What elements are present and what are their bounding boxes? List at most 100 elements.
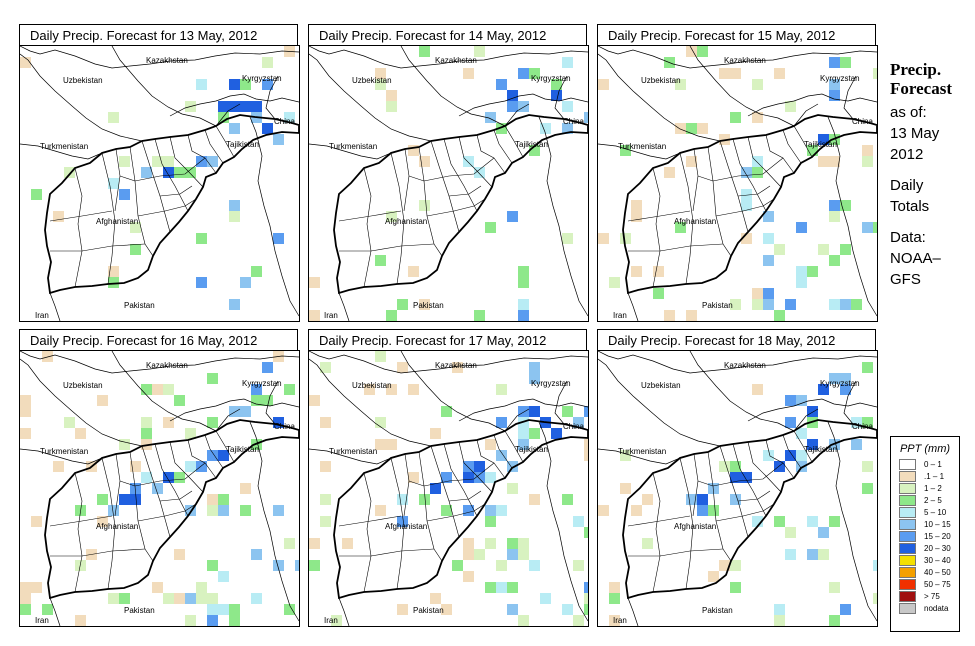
province-border [403,453,410,517]
precip-cell [196,277,207,288]
forecast-panel: Daily Precip. Forecast for 18 May, 2012 K… [597,329,878,637]
precip-cell [430,428,441,439]
precip-cell [386,310,397,321]
country-label: Uzbekistan [63,76,103,85]
precip-cell [196,461,207,472]
country-label: Tajikistan [515,445,548,454]
country-border [689,351,795,432]
precip-cell [785,299,796,310]
precip-cell [119,156,130,167]
precip-cell [829,255,840,266]
precip-cell [829,582,840,593]
legend-label: 2 – 5 [924,496,942,505]
precip-map: Kazakhstan Uzbekistan Kyrgyzstan China Turkm… [308,45,589,322]
precip-cell [441,604,452,615]
precip-cell [862,156,873,167]
precip-cell [774,461,785,472]
precip-cell [686,494,697,505]
country-label: Iran [35,311,49,320]
province-border [141,445,171,538]
precip-cell [185,593,196,604]
country-border [538,116,588,317]
country-border [827,421,877,622]
precip-cell [141,417,152,428]
precip-cell [518,406,529,417]
precip-cells [309,46,588,321]
province-border [187,439,217,479]
country-border [20,351,299,374]
legend-label: 1 – 2 [924,484,942,493]
country-label: Kazakhstan [435,361,477,370]
country-label: India [254,320,272,321]
legend-swatch [899,591,916,602]
country-label: Pakistan [413,606,444,615]
precip-cell [262,123,273,134]
precip-cell [97,395,108,406]
precip-cell [730,112,741,123]
legend-swatch [899,603,916,614]
precip-cell [752,516,763,527]
country-label: Kyrgyzstan [242,74,282,83]
precip-cell [496,505,507,516]
precip-cell [730,494,741,505]
precip-cell [584,406,588,417]
precip-cell [463,68,474,79]
province-border [443,138,478,212]
precip-cell [108,277,119,288]
legend-label: nodata [924,604,949,613]
precip-cell [31,189,42,200]
province-border [426,198,486,217]
precip-cell [719,461,730,472]
province-border [697,175,714,182]
precip-cell [375,351,386,362]
precip-cell [529,362,540,373]
precip-cell [42,351,53,362]
precip-cell [64,417,75,428]
precip-cell [386,384,397,395]
precip-cell [496,417,507,428]
precip-cell [741,189,752,200]
precip-cell [207,450,218,461]
province-border [101,457,116,590]
precip-cell [862,461,873,472]
precip-cell [697,123,708,134]
precip-cell [851,417,862,428]
precip-cell [785,101,796,112]
legend-label: 30 – 40 [924,556,951,565]
country-label: Tajikistan [515,140,548,149]
legend-item: 10 – 15 [891,519,959,531]
precip-cell [185,505,196,516]
precip-cell [584,112,588,123]
precip-cell [485,505,496,516]
precip-cell [75,560,86,571]
precip-cell [240,101,251,112]
legend-item: 5 – 10 [891,507,959,519]
precip-cell [675,123,686,134]
country-border [265,75,279,120]
country-label: Pakistan [124,606,155,615]
precip-cell [862,483,873,494]
precip-cell [551,90,562,101]
precip-cell [108,112,119,123]
precip-cell [529,68,540,79]
precip-cell [785,527,796,538]
forecast-panel: Daily Precip. Forecast for 16 May, 2012 K… [19,329,300,637]
province-border [765,439,795,479]
province-border [719,140,749,233]
precip-cell [375,439,386,450]
precip-cell [320,494,331,505]
map-svg: Kazakhstan Uzbekistan Kyrgyzstan China Turkm… [598,351,877,626]
province-border [737,185,771,197]
info-data-line3: GFS [890,271,921,288]
country-label: Afghanistan [674,522,716,531]
precip-cell [840,604,851,615]
precip-cell [320,461,331,472]
forecast-panel: Daily Precip. Forecast for 14 May, 2012 K… [308,24,589,332]
precip-cell [152,384,163,395]
info-totals-line2: Totals [890,198,930,215]
legend-item: 15 – 20 [891,531,959,543]
province-border [339,243,435,252]
precip-cell [562,101,573,112]
precip-cell [141,472,152,483]
province-border [747,136,782,188]
